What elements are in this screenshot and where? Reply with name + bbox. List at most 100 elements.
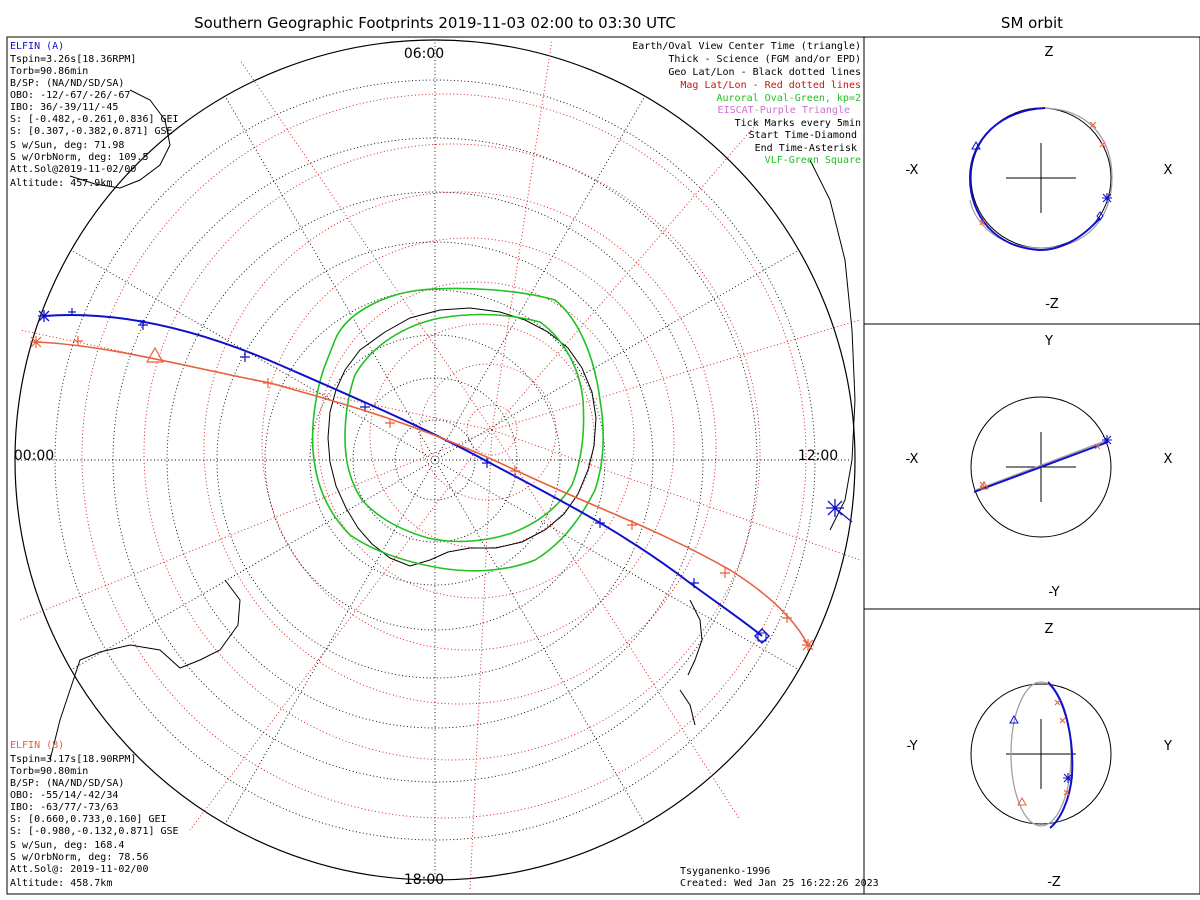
geo-meridian xyxy=(434,249,800,461)
mag-grid xyxy=(19,39,861,891)
geo-lat-circle xyxy=(352,377,518,543)
orbit-a-start xyxy=(1009,714,1019,724)
elfin-b-line: OBO: -55/14/-42/34 xyxy=(10,790,118,801)
tick-mark xyxy=(263,378,273,388)
elfin-a-line: Altitude: 457.9km xyxy=(10,178,112,189)
mag-meridian xyxy=(491,319,861,431)
elfin-b-ticks xyxy=(73,336,792,623)
mag-lat-circle xyxy=(317,281,635,599)
geo-meridian xyxy=(224,459,436,825)
tick-mark xyxy=(385,418,395,428)
axis-label-top: Y xyxy=(1044,334,1053,349)
axis-label-right: Y xyxy=(1163,739,1172,754)
orbit-a-end xyxy=(1063,773,1073,783)
australia-coast xyxy=(809,159,856,531)
earth-outline xyxy=(970,396,1112,538)
axis-label-bottom: -Z xyxy=(1045,297,1059,312)
legend-entry: Auroral Oval-Green, kp=2 xyxy=(717,93,862,104)
orbit-a-path xyxy=(1047,681,1074,829)
elfin-a-position-segment xyxy=(834,507,853,523)
elfin-b-line: IBO: -63/77/-73/63 xyxy=(10,802,118,813)
orbit-b-start xyxy=(1017,796,1027,806)
map-area xyxy=(14,39,861,891)
elfin-b-name: ELFIN (B) xyxy=(10,740,64,751)
earth-outline xyxy=(970,683,1112,825)
tick-mark xyxy=(720,568,730,578)
legend-entry: Thick - Science (FGM and/or EPD) xyxy=(668,54,861,65)
mag-lat-circle xyxy=(261,237,675,651)
axis-label-right: X xyxy=(1164,452,1173,467)
orbit-panel-xz: Z -Z -X X xyxy=(906,45,1173,312)
elfin-a-name: ELFIN (A) xyxy=(10,41,64,52)
mag-meridian xyxy=(491,429,741,821)
geo-lat-circle xyxy=(264,289,606,631)
orbit-b-path xyxy=(969,107,1113,249)
tick-mark xyxy=(68,308,76,316)
geo-meridian xyxy=(70,249,436,461)
elfin-b-line: S w/OrbNorm, deg: 78.56 xyxy=(10,852,148,863)
elfin-b-line: B/SP: (NA/ND/SD/SA) xyxy=(10,778,124,789)
elfin-b-line: Torb=90.80min xyxy=(10,766,88,777)
orbit-a-end xyxy=(1102,435,1112,445)
elfin-a-track xyxy=(38,308,853,644)
orbit-a-path xyxy=(968,107,1101,252)
legend: Earth/Oval View Center Time (triangle) T… xyxy=(632,41,861,166)
orbit-b-path xyxy=(1010,681,1072,827)
elfin-a-start-diamond xyxy=(754,628,770,644)
elfin-a-line: S w/OrbNorm, deg: 109.5 xyxy=(10,152,148,163)
legend-entry: Start Time-Diamond xyxy=(749,130,857,141)
orbit-b-start xyxy=(979,480,989,490)
legend-entry: Earth/Oval View Center Time (triangle) xyxy=(632,41,861,52)
tick-mark xyxy=(510,466,520,476)
auroral-oval-outer xyxy=(311,287,605,572)
elfin-a-line: S: [-0.482,-0.261,0.836] GEI xyxy=(10,114,179,125)
elfin-a-start-diamond-inner xyxy=(757,632,767,642)
mag-lat-circle xyxy=(466,404,518,456)
earth-limb xyxy=(14,39,856,881)
model-credit: Tsyganenko-1996 xyxy=(680,866,770,877)
mag-meridian xyxy=(469,429,493,891)
elfin-a-line: Tspin=3.26s[18.36RPM] xyxy=(10,54,136,65)
legend-entry: End Time-Asterisk xyxy=(755,143,857,154)
orbit-b-marks xyxy=(979,443,1101,488)
south-america-coast xyxy=(49,579,241,761)
elfin-b-line: S: [-0.980,-0.132,0.871] GSE xyxy=(10,826,179,837)
mag-lat-circle xyxy=(419,363,557,501)
elfin-b-start-asterisk xyxy=(802,639,814,651)
geo-lat-circle xyxy=(394,419,476,501)
tick-mark xyxy=(482,458,492,468)
elfin-a-line: Torb=90.86min xyxy=(10,66,88,77)
orbit-panel-yz: Z -Z -Y Y xyxy=(906,622,1172,890)
coastlines xyxy=(49,89,856,761)
orbit-a-start xyxy=(971,140,981,150)
mag-lat-circle xyxy=(143,143,761,761)
mag-lat-circle xyxy=(369,323,595,549)
elfin-a-trace xyxy=(43,313,763,637)
geo-grid xyxy=(15,40,855,880)
orbit-b-marks xyxy=(1054,699,1070,796)
tick-mark xyxy=(689,578,699,588)
elfin-b-line: Tspin=3.17s[18.90RPM] xyxy=(10,754,136,765)
tick-mark xyxy=(73,336,83,346)
axis-label-left: -X xyxy=(906,163,919,178)
auroral-oval-inner xyxy=(344,313,585,543)
elfin-b-end-asterisk xyxy=(30,336,42,348)
elfin-a-line: IBO: 36/-39/11/-45 xyxy=(10,102,118,113)
tick-mark xyxy=(240,352,250,362)
axis-label-left: -Y xyxy=(906,739,917,754)
new-zealand-coast xyxy=(679,599,703,726)
elfin-a-line: B/SP: (NA/ND/SD/SA) xyxy=(10,78,124,89)
axis-label-top: Z xyxy=(1045,45,1054,60)
mag-lat-circle xyxy=(81,93,807,819)
mag-meridian xyxy=(19,429,493,621)
orbit-panel-xy: Y -Y -X X xyxy=(906,334,1173,600)
elfin-b-line: S w/Sun, deg: 168.4 xyxy=(10,840,124,851)
legend-entry: VLF-Green Square xyxy=(765,155,861,166)
time-label-left: 00:00 xyxy=(14,448,54,464)
geo-lat-circle xyxy=(54,79,816,841)
axis-label-bottom: -Z xyxy=(1047,875,1061,890)
time-label-bottom: 18:00 xyxy=(404,872,444,888)
orbit-title: SM orbit xyxy=(1001,14,1063,32)
africa-coast xyxy=(69,89,171,189)
